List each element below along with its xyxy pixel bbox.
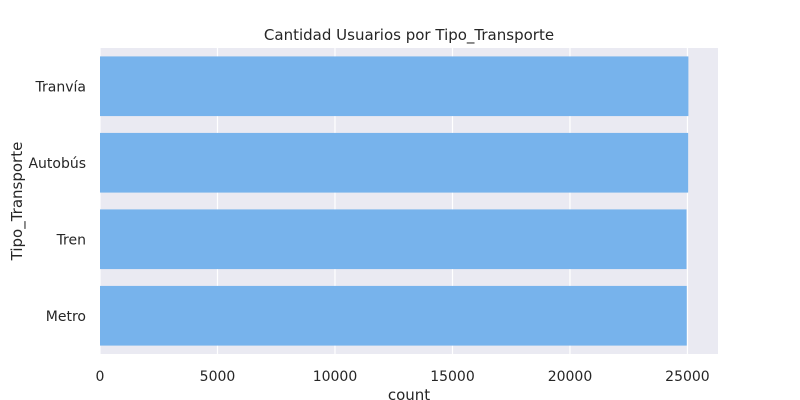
y-tick-label: Metro	[46, 309, 86, 325]
y-tick-label: Tranvía	[35, 79, 86, 95]
chart-title: Cantidad Usuarios por Tipo_Transporte	[264, 26, 554, 45]
bar-0	[100, 56, 689, 117]
bar-3	[100, 285, 687, 346]
x-tick-label: 25000	[665, 369, 710, 385]
x-tick-label: 15000	[430, 369, 475, 385]
bars	[100, 56, 689, 346]
y-tick-labels: Tranvía Autobús Tren Metro	[28, 79, 86, 325]
x-axis-label: count	[388, 386, 430, 400]
x-tick-labels: 0 5000 10000 15000 20000 25000	[96, 369, 710, 385]
x-tick-label: 20000	[548, 369, 593, 385]
x-tick-label: 10000	[313, 369, 358, 385]
y-tick-label: Tren	[56, 232, 86, 248]
y-tick-label: Autobús	[28, 156, 86, 172]
bar-1	[100, 132, 689, 193]
x-tick-label: 5000	[200, 369, 236, 385]
y-axis-label: Tipo_Transporte	[8, 142, 27, 262]
bar-2	[100, 209, 687, 270]
x-tick-label: 0	[96, 369, 105, 385]
